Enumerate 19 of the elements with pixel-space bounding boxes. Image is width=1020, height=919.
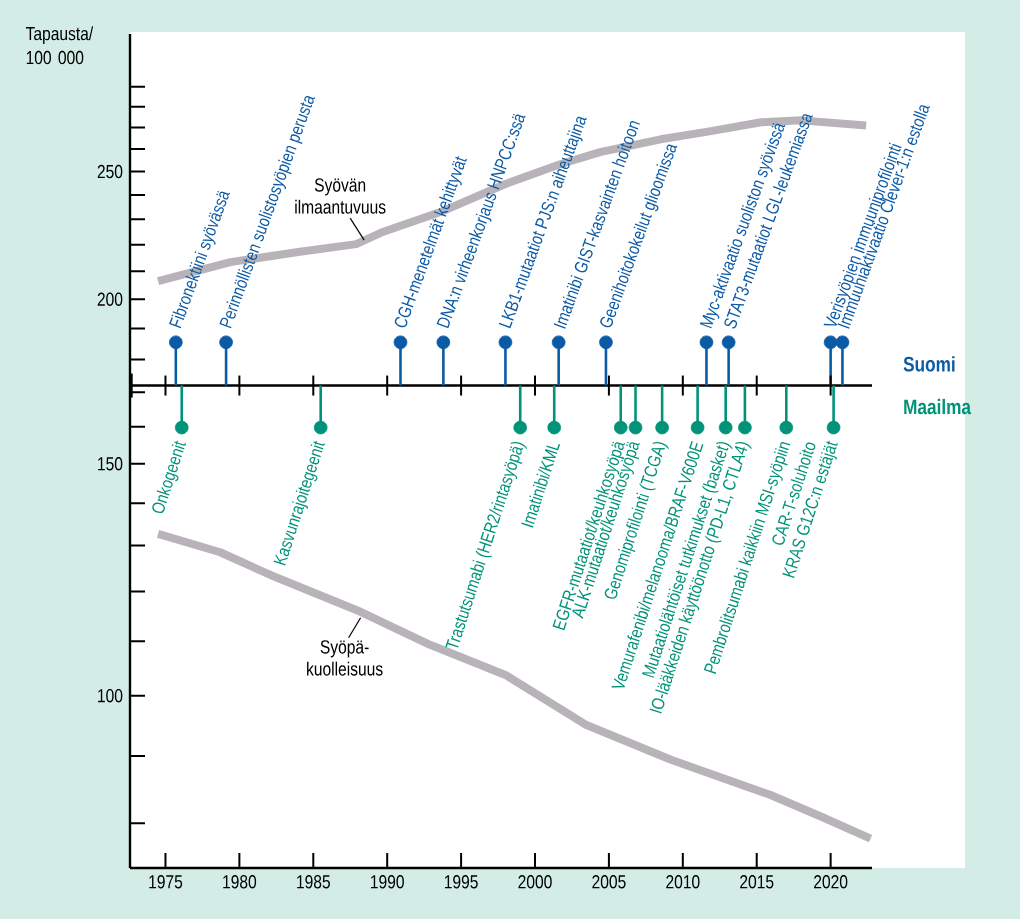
text: Suomi	[903, 356, 955, 372]
x-tick-label: 1975	[149, 875, 183, 889]
series-label: Syöpä-kuolleisuus	[307, 640, 383, 676]
x-tick-label: 1980	[223, 875, 257, 889]
x-tick-label: 1985	[297, 875, 330, 889]
y-tick-label: 200	[97, 292, 123, 306]
y-tick-label: 150	[98, 457, 123, 471]
x-tick-label: 2005	[592, 875, 626, 889]
x-tick-label: 2010	[666, 875, 700, 889]
y-tick-label: 100	[98, 688, 123, 703]
x-tick-label: 2015	[740, 875, 774, 889]
x-tick-label: 1990	[371, 875, 404, 889]
x-tick-label: 2020	[814, 875, 848, 889]
y-tick-label: 250	[97, 164, 123, 179]
x-tick-label: 2000	[518, 875, 552, 889]
y-axis-title: Tapausta/ 100 000	[25, 26, 94, 65]
x-tick-label: 1995	[444, 875, 478, 889]
series-label: Syövän ilmaantuvuus	[295, 178, 386, 214]
text: Maailma	[904, 398, 972, 415]
